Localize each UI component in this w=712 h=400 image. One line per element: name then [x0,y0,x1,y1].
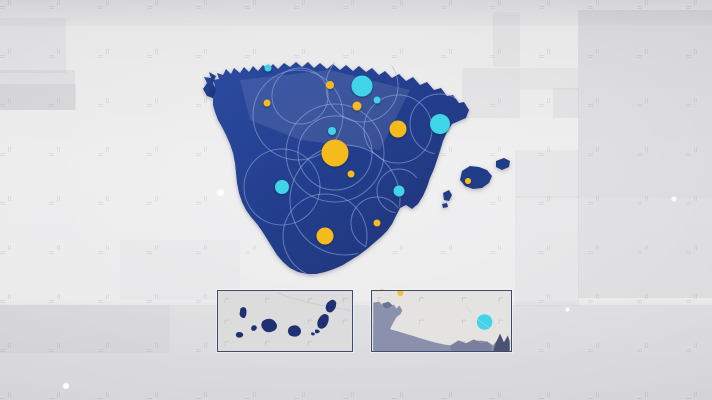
dot-cian-3[interactable] [393,185,405,197]
canary-islands-landmasses [235,299,337,338]
balearic-islands [442,158,510,208]
ring-6 [243,148,321,226]
dot-cyan-strait [476,314,493,330]
dot-amarillo-7[interactable] [373,219,381,227]
coast-headland [381,301,393,309]
inset-canary-islands[interactable] [217,290,353,352]
canary-islands-map [219,291,351,351]
ring-1 [297,115,373,191]
inset-arc-estrecho [465,306,490,329]
dot-yellow-strait-corner [397,291,404,297]
dot-cian-2[interactable] [275,180,289,194]
tenerife-island [261,318,278,333]
dot-amarillo-8[interactable] [465,178,471,184]
lanzarote-island [325,299,337,313]
gran-canaria-island [287,325,301,337]
la-gomera-island [251,325,257,331]
dot-cian-1[interactable] [430,114,450,134]
fuerteventura-island [317,313,329,329]
ring-7 [282,193,368,277]
la-palma-island [239,307,247,319]
ibiza-island [443,190,452,201]
peninsula-landmass [203,62,469,274]
dot-amarillo-1[interactable] [389,120,407,138]
dot-cian-5[interactable] [373,96,381,104]
dot-cian-0[interactable] [351,75,373,97]
dot-amarillo-4[interactable] [352,101,362,111]
strait-map [373,291,510,351]
dot-amarillo-6[interactable] [347,170,355,178]
inset-strait-gibraltar[interactable] [371,290,512,352]
formentera-island [442,203,448,208]
islote-2 [311,332,315,336]
dot-amarillo-3[interactable] [326,81,334,89]
menorca-island [496,158,510,170]
dot-amarillo-5[interactable] [263,99,271,107]
dot-amarillo-2[interactable] [316,227,334,245]
ring-10 [271,67,329,125]
mallorca-island [460,166,492,189]
coast-peak-right [493,333,510,351]
el-hierro-island [235,331,244,338]
inset-arc-canarias [277,292,351,311]
coast-ridge [450,339,492,351]
dot-amarillo-0[interactable] [321,139,349,167]
islote-1 [315,329,320,334]
ring-0 [285,103,385,203]
dot-cian-4[interactable] [328,127,336,135]
ring-2 [252,69,344,161]
dot-cian-6[interactable] [264,64,272,72]
